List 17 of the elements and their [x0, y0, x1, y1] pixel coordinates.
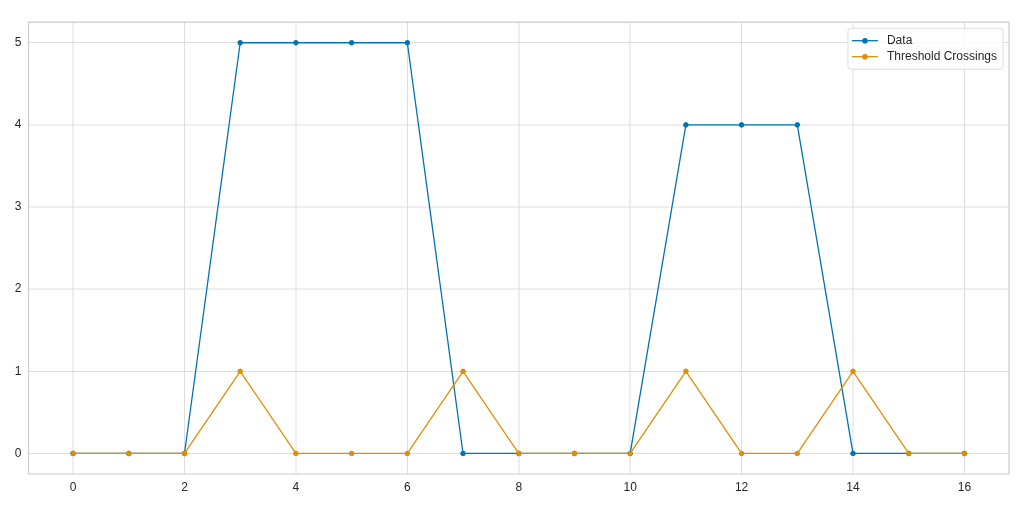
y-tick-label: 5 [14, 35, 22, 50]
x-tick-label: 2 [181, 479, 189, 494]
x-tick-label: 0 [69, 479, 77, 494]
legend-label: Data [886, 33, 913, 48]
x-tick-label: 4 [292, 479, 300, 494]
x-tick-label: 8 [515, 479, 523, 494]
y-tick-label: 1 [14, 363, 22, 378]
x-tick-label: 14 [846, 479, 861, 494]
y-tick-label: 2 [14, 281, 22, 296]
y-tick-label: 0 [14, 445, 22, 460]
x-tick-label: 6 [403, 479, 411, 494]
y-tick-label: 3 [14, 199, 22, 214]
x-tick-label: 10 [623, 479, 638, 494]
x-tick-label: 12 [734, 479, 749, 494]
x-tick-label: 16 [957, 479, 972, 494]
y-tick-label: 4 [14, 117, 22, 132]
legend-label: Threshold Crossings [886, 49, 997, 64]
